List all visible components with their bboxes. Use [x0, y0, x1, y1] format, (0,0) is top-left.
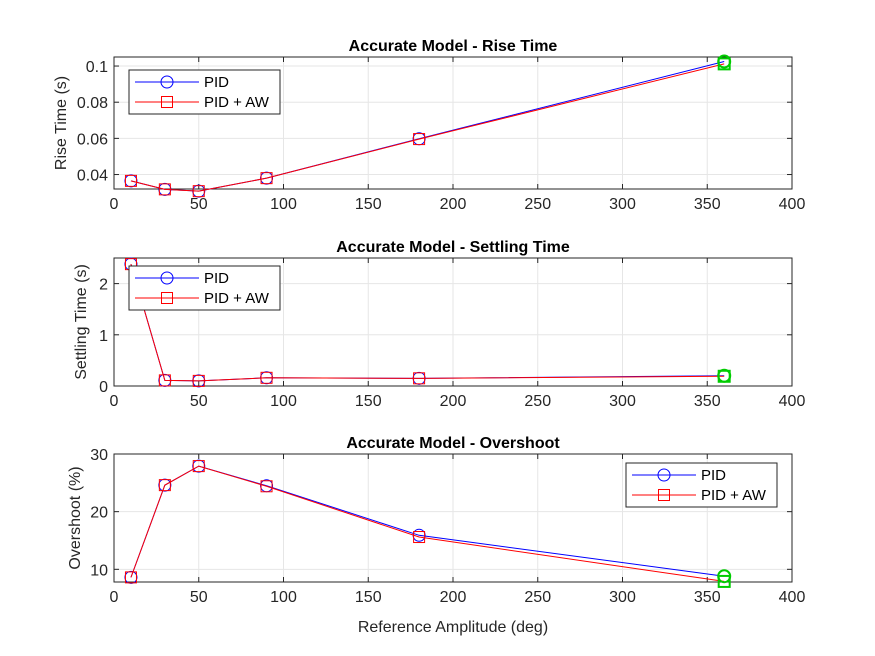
chart-title: Accurate Model - Overshoot — [346, 435, 560, 452]
data-point-pid-aw — [158, 374, 171, 387]
x-tick-label: 400 — [779, 393, 806, 410]
legend-marker-circle — [160, 271, 174, 285]
y-axis-label: Overshoot (%) — [67, 466, 84, 569]
data-point-pid-aw — [192, 185, 205, 198]
x-tick-label: 250 — [524, 393, 551, 410]
data-point-pid-aw — [124, 174, 137, 187]
y-axis-label: Settling Time (s) — [73, 264, 90, 380]
data-point-pid-aw — [192, 460, 205, 473]
legend-label: PID — [204, 270, 229, 287]
x-tick-label: 200 — [440, 393, 467, 410]
legend-label: PID + AW — [204, 94, 270, 111]
x-tick-label: 200 — [440, 196, 467, 213]
data-point-pid-aw — [158, 479, 171, 492]
x-tick-label: 0 — [110, 196, 119, 213]
x-tick-label: 250 — [524, 589, 551, 606]
x-tick-label: 300 — [609, 393, 636, 410]
legend-marker-square — [658, 489, 670, 501]
x-tick-label: 150 — [355, 196, 382, 213]
series-line-pid-aw — [130, 264, 725, 382]
y-tick-label: 1 — [99, 328, 108, 345]
y-tick-label: 2 — [99, 277, 108, 294]
x-tick-label: 150 — [355, 393, 382, 410]
legend: PID PID + AW — [128, 69, 281, 115]
legend: PID PID + AW — [128, 265, 281, 311]
x-tick-label: 400 — [779, 196, 806, 213]
legend-box — [128, 265, 281, 311]
highlight-marker — [717, 57, 731, 71]
x-tick-label: 350 — [694, 589, 721, 606]
subplot-3: 0 50 100 150 200 250 300 350 400 10 20 30 Accurate M… — [67, 435, 805, 636]
data-point-pid-aw — [260, 371, 273, 384]
y-tick-label: 0.1 — [86, 59, 108, 76]
x-tick-label: 0 — [110, 393, 119, 410]
x-tick-label: 50 — [190, 393, 208, 410]
x-tick-label: 50 — [190, 589, 208, 606]
legend-marker-circle — [657, 468, 671, 482]
y-tick-label: 30 — [90, 447, 108, 464]
legend-marker-square — [161, 292, 173, 304]
legend-label: PID + AW — [701, 487, 767, 504]
x-tick-label: 200 — [440, 589, 467, 606]
highlight-marker — [717, 369, 731, 383]
x-tick-label: 250 — [524, 196, 551, 213]
legend-marker-square — [161, 96, 173, 108]
y-tick-label: 20 — [90, 505, 108, 522]
data-point-pid-aw — [413, 133, 426, 146]
x-tick-label: 300 — [609, 196, 636, 213]
x-tick-label: 100 — [270, 393, 297, 410]
x-tick-label: 350 — [694, 196, 721, 213]
subplot-1: 0 50 100 150 200 250 300 350 400 0.04 0.06 0.08 0.1 A… — [53, 38, 805, 213]
x-tick-label: 300 — [609, 589, 636, 606]
x-tick-label: 100 — [270, 589, 297, 606]
x-tick-label: 350 — [694, 393, 721, 410]
data-point-pid-aw — [192, 374, 205, 387]
chart-title: Accurate Model - Rise Time — [349, 38, 558, 55]
subplot-2: 0 50 100 150 200 250 300 350 400 0 1 2 Accurate Mode… — [73, 239, 805, 410]
data-point-pid-aw — [158, 183, 171, 196]
y-tick-label: 10 — [90, 562, 108, 579]
y-tick-label: 0.08 — [77, 95, 108, 112]
legend-label: PID + AW — [204, 290, 270, 307]
y-tick-label: 0.04 — [77, 168, 108, 185]
series-line-pid-aw — [130, 465, 725, 582]
y-tick-label: 0 — [99, 379, 108, 396]
data-point-pid-aw — [124, 571, 137, 584]
highlight-marker — [717, 574, 731, 588]
data-point-pid-aw — [260, 480, 273, 493]
legend: PID PID + AW — [625, 462, 778, 508]
y-tick-label: 0.06 — [77, 131, 108, 148]
x-tick-label: 0 — [110, 589, 119, 606]
legend-marker-circle — [160, 75, 174, 89]
legend-label: PID — [701, 467, 726, 484]
x-tick-label: 150 — [355, 589, 382, 606]
x-axis-label: Reference Amplitude (deg) — [358, 619, 548, 636]
legend-box — [625, 462, 778, 508]
y-axis-label: Rise Time (s) — [53, 76, 70, 170]
x-tick-label: 400 — [779, 589, 806, 606]
data-point-pid-aw — [260, 172, 273, 185]
x-tick-label: 50 — [190, 196, 208, 213]
data-point-pid-aw — [413, 372, 426, 385]
legend-box — [128, 69, 281, 115]
data-point-pid-aw — [413, 531, 426, 544]
legend-label: PID — [204, 74, 229, 91]
chart-title: Accurate Model - Settling Time — [336, 239, 570, 256]
x-tick-label: 100 — [270, 196, 297, 213]
